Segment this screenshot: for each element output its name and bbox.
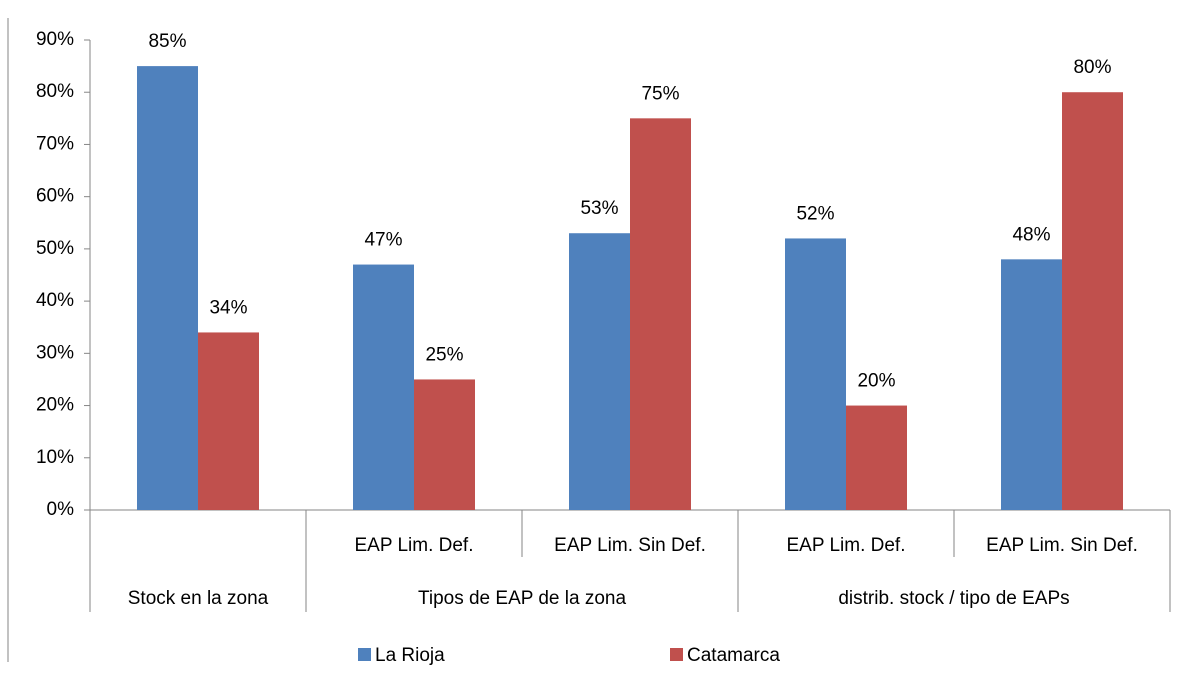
legend-label: La Rioja	[375, 645, 445, 666]
bar	[1062, 92, 1123, 510]
data-label: 80%	[1073, 57, 1111, 78]
x-tick-label: EAP Lim. Def.	[355, 535, 474, 556]
group-label: Stock en la zona	[128, 588, 269, 609]
y-tick-label: 90%	[36, 29, 74, 50]
legend-swatch	[358, 648, 371, 661]
y-tick-label: 60%	[36, 186, 74, 207]
group-label: distrib. stock / tipo de EAPs	[838, 588, 1069, 609]
bar	[414, 379, 475, 510]
bar	[569, 233, 630, 510]
legend-label: Catamarca	[687, 645, 780, 666]
y-tick-label: 40%	[36, 290, 74, 311]
data-label: 20%	[857, 371, 895, 392]
y-tick-label: 20%	[36, 395, 74, 416]
group-label: Tipos de EAP de la zona	[418, 588, 627, 609]
data-label: 47%	[364, 230, 402, 251]
bar	[785, 238, 846, 510]
y-tick-label: 0%	[47, 499, 75, 520]
x-tick-label: EAP Lim. Sin Def.	[986, 535, 1138, 556]
x-tick-label: EAP Lim. Sin Def.	[554, 535, 706, 556]
bar	[630, 118, 691, 510]
data-label: 75%	[641, 83, 679, 104]
y-tick-label: 70%	[36, 133, 74, 154]
data-label: 85%	[148, 31, 186, 52]
y-tick-label: 80%	[36, 81, 74, 102]
y-tick-label: 10%	[36, 447, 74, 468]
legend-swatch	[670, 648, 683, 661]
y-tick-label: 30%	[36, 342, 74, 363]
data-label: 52%	[796, 203, 834, 224]
bar	[353, 264, 414, 510]
bar	[137, 66, 198, 510]
data-label: 48%	[1012, 224, 1050, 245]
bar	[1001, 259, 1062, 510]
bar	[198, 332, 259, 510]
data-label: 34%	[209, 297, 247, 318]
data-label: 25%	[425, 344, 463, 365]
y-tick-label: 50%	[36, 238, 74, 259]
bar	[846, 405, 907, 510]
x-tick-label: EAP Lim. Def.	[787, 535, 906, 556]
data-label: 53%	[580, 198, 618, 219]
